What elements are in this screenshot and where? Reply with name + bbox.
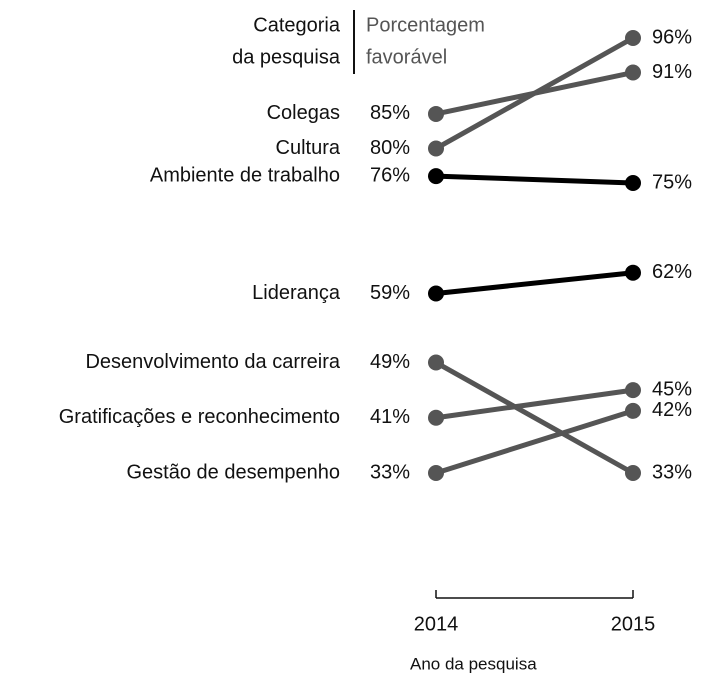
value-label: 76% — [370, 164, 410, 186]
value-label: 85% — [370, 102, 410, 124]
value-label: 49% — [370, 351, 410, 373]
category-label: Liderança — [252, 282, 341, 304]
point — [625, 30, 641, 46]
category-label: Gratificações e reconhecimento — [59, 406, 340, 428]
point — [625, 382, 641, 399]
header-right: favorável — [366, 46, 447, 68]
value-label: 45% — [652, 378, 692, 400]
slope-line — [434, 35, 635, 151]
point — [428, 354, 444, 371]
point — [625, 264, 641, 281]
point — [625, 64, 641, 81]
x-tick-label: 2014 — [414, 613, 459, 635]
category-label: Cultura — [276, 137, 341, 159]
value-label: 59% — [370, 282, 410, 304]
point — [428, 168, 444, 185]
slope-line — [434, 360, 635, 476]
point — [625, 402, 641, 419]
value-label: 62% — [652, 261, 692, 283]
slope-line — [435, 408, 634, 476]
slope-line — [435, 173, 634, 186]
point — [625, 175, 641, 191]
value-label: 96% — [652, 26, 692, 48]
value-label: 91% — [652, 61, 692, 83]
point — [625, 465, 641, 481]
value-label: 33% — [652, 461, 692, 483]
slope-line — [435, 387, 634, 421]
point — [428, 105, 444, 122]
point — [428, 409, 444, 426]
value-label: 42% — [652, 399, 692, 421]
point — [428, 285, 444, 302]
value-label: 80% — [370, 137, 410, 159]
point — [428, 140, 444, 157]
x-tick-label: 2015 — [611, 613, 656, 635]
header-right: Porcentagem — [366, 14, 485, 36]
slope-line — [435, 270, 634, 296]
value-label: 33% — [370, 461, 410, 483]
category-label: Gestão de desempenho — [127, 461, 341, 483]
category-label: Colegas — [267, 102, 340, 124]
value-label: 41% — [370, 406, 410, 428]
x-axis-label: Ano da pesquisa — [410, 654, 537, 673]
category-label: Desenvolvimento da carreira — [85, 351, 340, 373]
header-left: da pesquisa — [232, 46, 341, 68]
value-label: 75% — [652, 171, 692, 193]
header-left: Categoria — [253, 14, 341, 36]
category-label: Ambiente de trabalho — [150, 164, 340, 186]
point — [428, 465, 444, 481]
